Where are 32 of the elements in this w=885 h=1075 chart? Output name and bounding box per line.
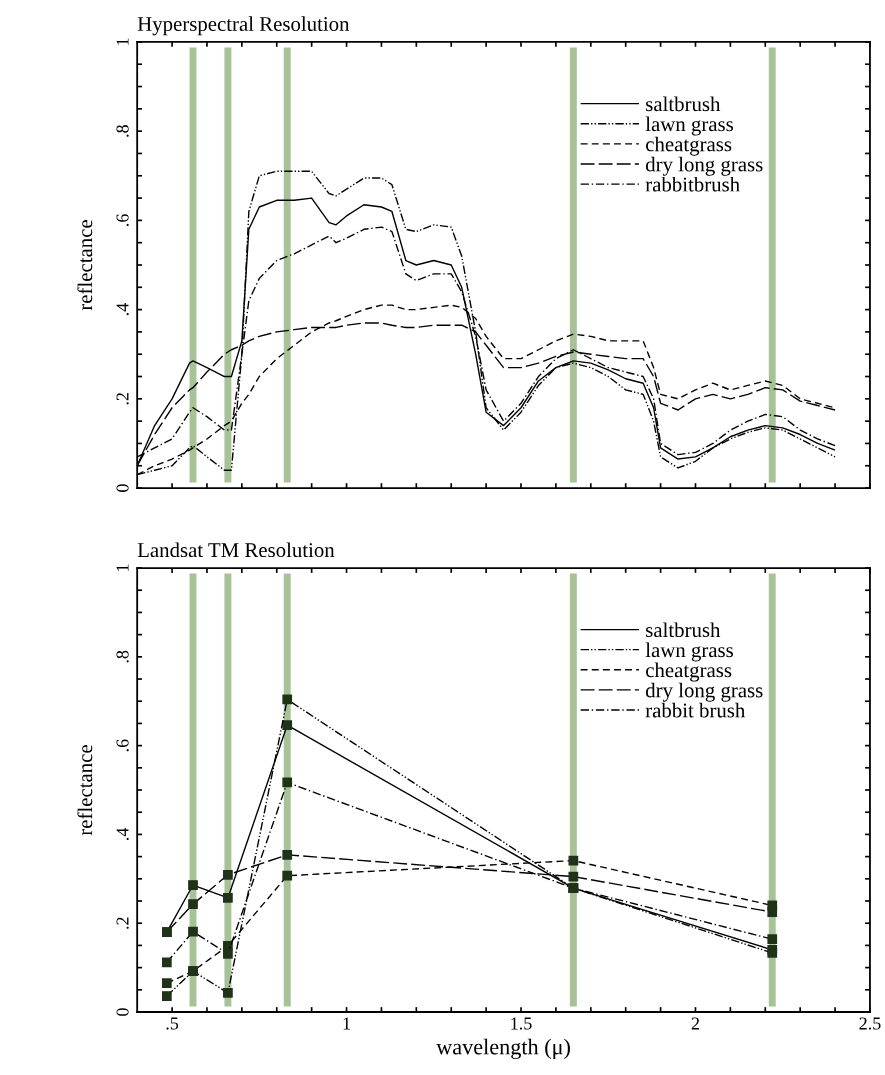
y-tick-label: 0 <box>116 1008 129 1016</box>
y-tick-label: 0 <box>116 484 129 492</box>
y-tick-label: .6 <box>116 214 129 226</box>
x-tick-label: 1.5 <box>511 1017 532 1030</box>
y-tick-label: 1 <box>116 564 129 571</box>
legend-label: cheatgrass <box>646 662 732 682</box>
x-tick-label: .5 <box>166 1017 179 1030</box>
y-axis-title: reflectance <box>77 220 93 311</box>
legend-label: saltbrush <box>646 96 721 112</box>
y-tick-label: .8 <box>116 650 129 663</box>
x-axis-title: wavelength (μ) <box>436 1038 570 1060</box>
chart-title: Landsat TM Resolution <box>137 542 335 558</box>
y-tick-label: .2 <box>116 917 129 929</box>
chart-title: Hyperspectral Resolution <box>137 16 350 36</box>
legend-label: lawn grass <box>645 642 733 662</box>
legend-label: lawn grass <box>645 116 733 136</box>
legend-label: saltbrush <box>646 622 721 638</box>
y-tick-label: .4 <box>116 827 129 840</box>
x-tick-label: 2.5 <box>859 1017 881 1030</box>
y-tick-label: .4 <box>116 303 129 316</box>
x-tick-label: 1 <box>343 1017 350 1030</box>
y-tick-label: .6 <box>116 739 129 752</box>
y-tick-label: 1 <box>116 38 129 45</box>
legend-label: cheatgrass <box>646 136 732 156</box>
y-axis-title: reflectance <box>77 745 93 836</box>
legend-label: dry long grass <box>645 156 763 176</box>
y-tick-label: .2 <box>116 393 129 405</box>
x-tick-label: 2 <box>691 1017 699 1030</box>
y-tick-label: .8 <box>116 125 129 137</box>
legend-label: rabbitbrush <box>645 176 740 192</box>
legend-label: dry long grass <box>645 682 763 702</box>
legend-label: rabbit brush <box>645 702 746 718</box>
